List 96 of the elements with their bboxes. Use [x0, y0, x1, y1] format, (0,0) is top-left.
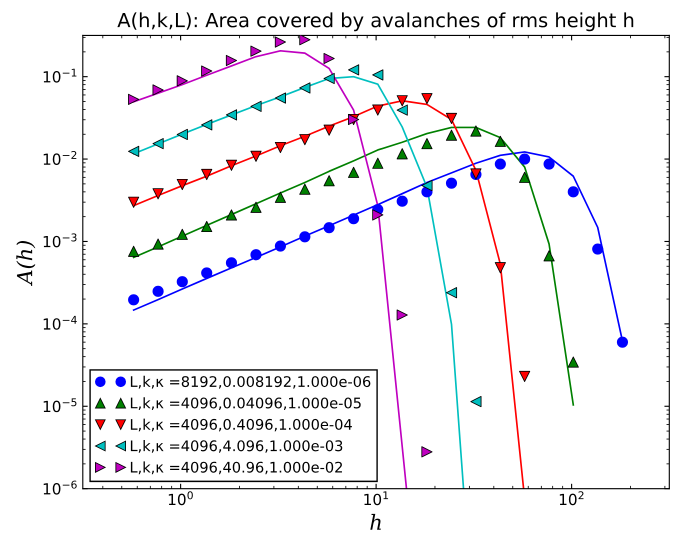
y-tick-label: 10$^{−1}$ [44, 68, 76, 83]
point [568, 186, 579, 198]
point [446, 287, 458, 298]
point [324, 72, 335, 84]
point [348, 166, 360, 178]
point [152, 286, 164, 297]
point [226, 54, 238, 66]
legend-label: L,k,κ =4096,40.96,1.000e-02 [130, 461, 342, 474]
x-tick-label: 10$^{0}$ [168, 491, 193, 506]
point [176, 228, 188, 240]
point [421, 446, 433, 458]
point [201, 220, 212, 232]
point [372, 209, 384, 220]
point [274, 192, 286, 203]
x-axis-title: h [370, 514, 381, 530]
point [494, 158, 506, 170]
point [421, 138, 433, 150]
point [176, 75, 188, 86]
point [396, 104, 408, 116]
point [372, 158, 384, 169]
y-axis-title: A(h) [16, 241, 36, 286]
point [274, 142, 286, 154]
point [396, 148, 408, 160]
point [592, 243, 604, 255]
point [299, 231, 310, 242]
legend-label: L,k,κ =8192,0.008192,1.000e-06 [130, 376, 370, 389]
point [324, 175, 335, 186]
point [128, 146, 140, 157]
y-tick-label: 10$^{−2}$ [44, 150, 76, 165]
legend-label: L,k,κ =4096,0.04096,1.000e-05 [130, 397, 361, 410]
point [250, 46, 262, 57]
point [128, 246, 140, 257]
point [152, 238, 164, 250]
point [250, 150, 262, 162]
point [128, 294, 140, 306]
point [544, 158, 555, 170]
point [616, 336, 628, 348]
point [226, 209, 238, 220]
point [421, 180, 433, 192]
y-tick-label: 10$^{−4}$ [44, 316, 77, 330]
point [324, 222, 335, 234]
point [299, 82, 310, 94]
point [446, 112, 458, 124]
point [201, 168, 212, 180]
legend-label: L,k,κ =4096,4.096,1.000e-03 [130, 440, 342, 453]
point [446, 178, 458, 189]
point [519, 153, 530, 165]
point [176, 276, 188, 288]
chart-title: A(h,k,L): Area covered by avalanches of rms height h [117, 12, 634, 32]
point [299, 134, 310, 146]
point [274, 36, 286, 48]
point [470, 125, 482, 137]
point [421, 93, 433, 104]
point [568, 356, 579, 368]
point [396, 309, 408, 321]
point [152, 84, 164, 96]
point [128, 196, 140, 208]
point [324, 124, 335, 136]
point [372, 104, 384, 116]
point [152, 188, 164, 200]
point [176, 178, 188, 190]
point [519, 370, 530, 382]
point [519, 172, 530, 183]
point [299, 35, 310, 46]
y-tick-label: 10$^{−3}$ [44, 233, 77, 248]
point [250, 100, 262, 112]
point [128, 94, 140, 105]
point [396, 196, 408, 207]
point [494, 136, 506, 147]
point [348, 213, 360, 224]
y-tick-label: 10$^{−6}$ [44, 480, 77, 495]
point [274, 240, 286, 252]
point [201, 119, 212, 130]
x-tick-label: 10$^{1}$ [364, 491, 388, 506]
legend-label: L,k,κ =4096,0.4096,1.000e-04 [130, 418, 352, 432]
point [470, 396, 482, 408]
point [250, 249, 262, 260]
point [544, 250, 555, 262]
point [201, 65, 212, 77]
point [348, 64, 360, 76]
x-tick-label: 10$^{2}$ [560, 491, 584, 506]
point [201, 267, 212, 279]
y-tick-label: 10$^{−5}$ [44, 398, 76, 412]
point [324, 52, 335, 64]
point [299, 184, 310, 195]
point [226, 109, 238, 120]
point [250, 202, 262, 213]
point [494, 262, 506, 274]
point [226, 160, 238, 171]
point [152, 138, 164, 150]
point [396, 95, 408, 106]
point [226, 257, 238, 268]
point [176, 128, 188, 140]
point [372, 69, 384, 80]
point [274, 92, 286, 104]
point [446, 130, 458, 141]
